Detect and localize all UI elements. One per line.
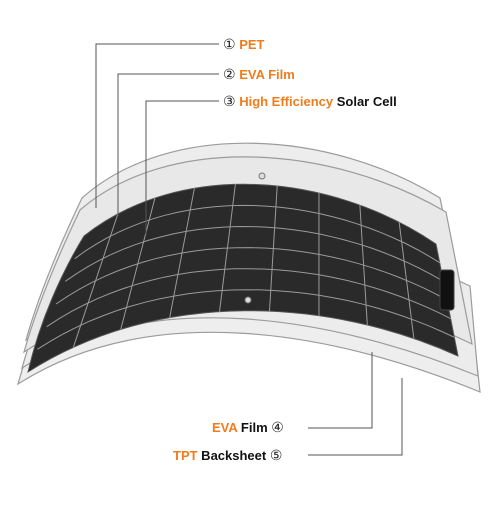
label-marker: ④ bbox=[271, 419, 284, 435]
label-eva-film-top: ② EVA Film bbox=[223, 66, 295, 83]
label-marker: ② bbox=[223, 66, 236, 82]
label-tpt-backsheet: TPT Backsheet ⑤ bbox=[173, 447, 282, 464]
label-highlight: High Efficiency bbox=[239, 94, 334, 109]
junction-box bbox=[439, 269, 455, 311]
label-marker: ① bbox=[223, 36, 236, 52]
leader-line-eva-bottom bbox=[308, 352, 373, 429]
label-highlight: EVA Film bbox=[239, 67, 295, 82]
label-marker: ③ bbox=[223, 93, 236, 109]
leader-line-tpt bbox=[308, 378, 403, 456]
cell-row-line bbox=[55, 247, 448, 305]
label-highlight: TPT bbox=[173, 448, 198, 463]
label-solar-cell: ③ High Efficiency Solar Cell bbox=[223, 93, 397, 110]
leader-line-solar-cell bbox=[145, 100, 219, 235]
label-rest: Backsheet bbox=[197, 448, 267, 463]
leader-line-pet bbox=[95, 43, 219, 208]
solar-cell-panel bbox=[27, 183, 459, 374]
mounting-hole-top bbox=[258, 172, 266, 180]
mounting-hole-bottom bbox=[244, 296, 252, 304]
label-rest: Film bbox=[237, 420, 268, 435]
label-highlight: PET bbox=[239, 37, 265, 52]
cell-row-line bbox=[37, 289, 455, 350]
cell-row-line bbox=[46, 268, 451, 328]
cell-grid bbox=[37, 184, 455, 350]
label-highlight: EVA bbox=[212, 420, 238, 435]
label-eva-film-bottom: EVA Film ④ bbox=[212, 419, 284, 436]
label-marker: ⑤ bbox=[269, 447, 283, 463]
cell-row-line bbox=[65, 225, 444, 282]
cell-row-line bbox=[74, 204, 440, 264]
label-rest: Solar Cell bbox=[333, 94, 397, 109]
label-pet: ① PET bbox=[223, 36, 264, 53]
leader-line-eva-top bbox=[117, 73, 219, 216]
